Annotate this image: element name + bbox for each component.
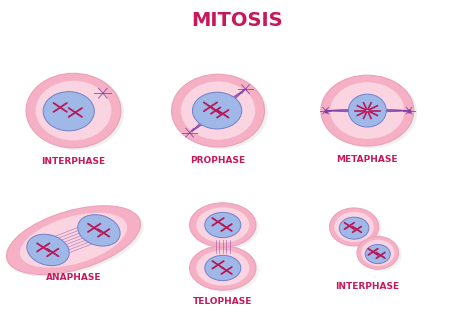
Ellipse shape — [29, 76, 124, 150]
Ellipse shape — [190, 203, 256, 247]
Ellipse shape — [193, 205, 259, 249]
Ellipse shape — [193, 248, 259, 292]
Ellipse shape — [10, 208, 144, 277]
Ellipse shape — [20, 213, 127, 268]
Text: METAPHASE: METAPHASE — [337, 155, 398, 164]
Ellipse shape — [357, 236, 399, 269]
Ellipse shape — [175, 76, 268, 149]
Text: PROPHASE: PROPHASE — [191, 156, 246, 165]
Ellipse shape — [27, 234, 69, 266]
Ellipse shape — [78, 215, 120, 246]
Ellipse shape — [329, 208, 379, 246]
Ellipse shape — [361, 240, 394, 266]
Ellipse shape — [333, 210, 382, 248]
Ellipse shape — [7, 206, 140, 275]
Ellipse shape — [172, 74, 264, 147]
Ellipse shape — [321, 75, 414, 146]
Ellipse shape — [36, 81, 111, 140]
Ellipse shape — [190, 246, 256, 290]
Ellipse shape — [365, 245, 390, 264]
Ellipse shape — [205, 212, 241, 238]
Text: MITOSIS: MITOSIS — [191, 11, 283, 30]
Text: TELOPHASE: TELOPHASE — [193, 297, 253, 306]
Ellipse shape — [196, 250, 249, 286]
Ellipse shape — [43, 92, 94, 131]
Ellipse shape — [334, 212, 374, 242]
Text: INTERPHASE: INTERPHASE — [41, 157, 106, 166]
Ellipse shape — [196, 207, 249, 243]
Ellipse shape — [26, 73, 121, 148]
Text: ANAPHASE: ANAPHASE — [46, 273, 101, 282]
Ellipse shape — [339, 217, 369, 239]
Text: INTERPHASE: INTERPHASE — [335, 283, 400, 291]
Ellipse shape — [348, 94, 386, 127]
Ellipse shape — [360, 239, 402, 271]
Ellipse shape — [324, 77, 417, 148]
Ellipse shape — [192, 92, 242, 129]
Ellipse shape — [181, 82, 255, 140]
Ellipse shape — [330, 82, 404, 139]
Ellipse shape — [205, 255, 241, 281]
